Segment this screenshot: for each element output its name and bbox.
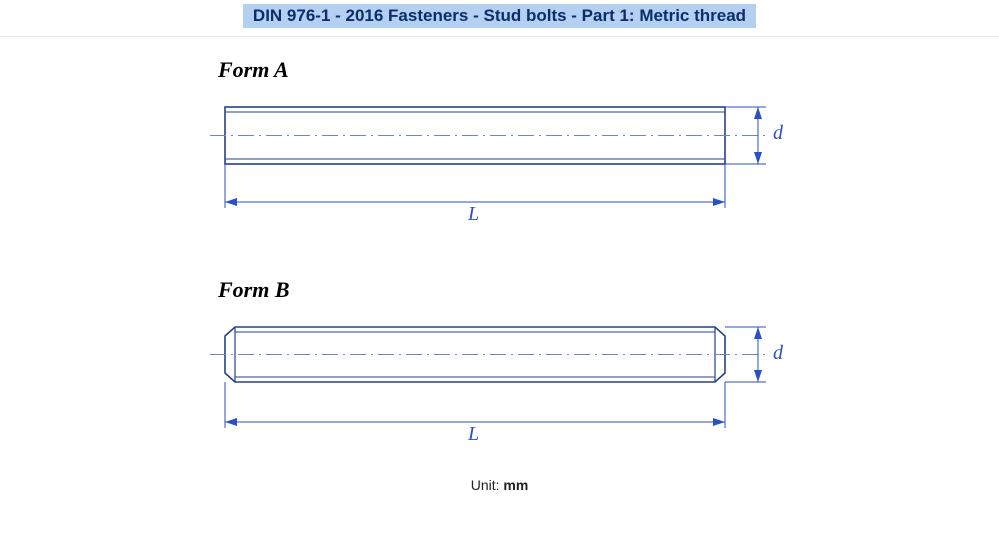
arrow-icon xyxy=(754,370,762,382)
diagram-area: Form A L d Form B xyxy=(0,37,999,537)
form-b-length-label: L xyxy=(468,423,479,446)
arrow-icon xyxy=(713,198,725,206)
arrow-icon xyxy=(713,418,725,426)
form-a-length-label: L xyxy=(468,203,479,226)
page-title: DIN 976-1 - 2016 Fasteners - Stud bolts … xyxy=(243,4,756,28)
form-b-diameter-label: d xyxy=(773,342,783,365)
arrow-icon xyxy=(225,198,237,206)
arrow-icon xyxy=(754,152,762,164)
unit-label: Unit: xyxy=(471,477,500,493)
arrow-icon xyxy=(225,418,237,426)
title-bar: DIN 976-1 - 2016 Fasteners - Stud bolts … xyxy=(0,0,999,28)
form-a-diagram xyxy=(0,37,999,287)
form-a-diameter-label: d xyxy=(773,122,783,145)
arrow-icon xyxy=(754,107,762,119)
unit-value: mm xyxy=(503,477,528,493)
arrow-icon xyxy=(754,327,762,339)
unit-row: Unit: mm xyxy=(0,477,999,493)
form-b-diagram xyxy=(0,277,999,537)
